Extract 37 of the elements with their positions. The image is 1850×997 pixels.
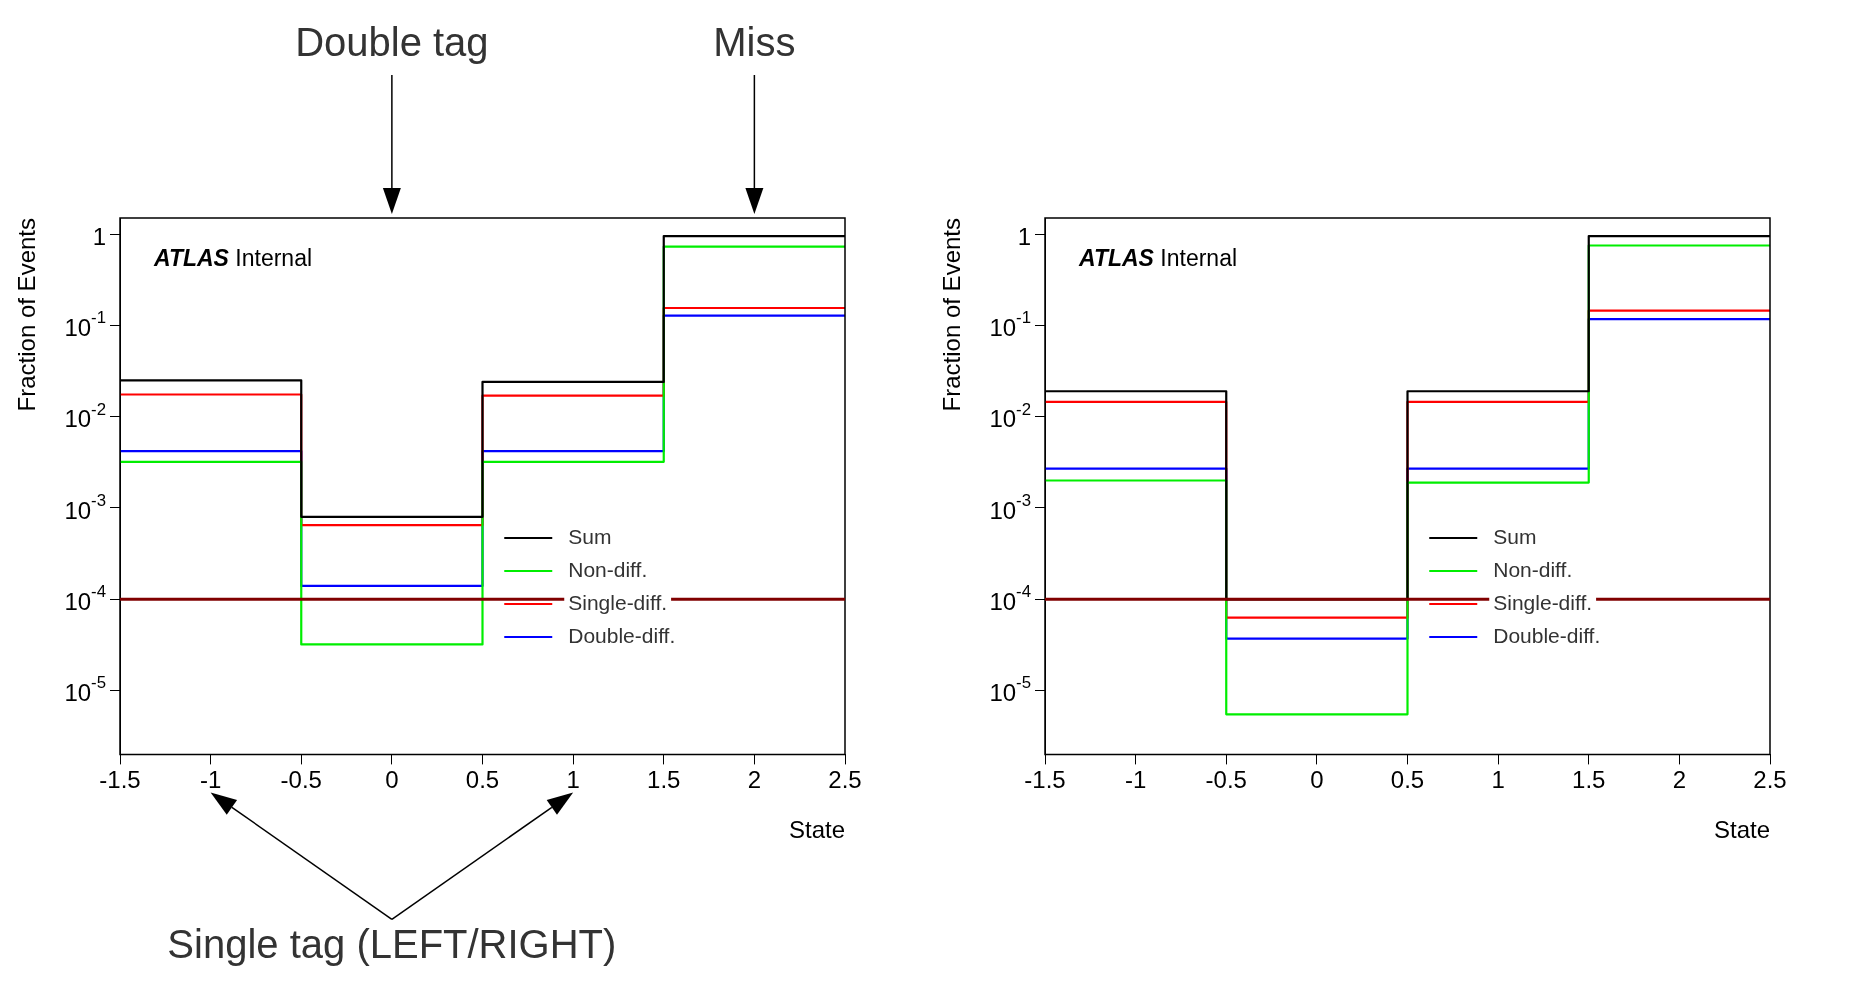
x-tick-label: 2: [1672, 766, 1687, 794]
legend-label: Non-diff.: [1493, 557, 1573, 581]
annotation: ATLAS Internal: [153, 245, 313, 271]
x-tick-label: 1: [1491, 766, 1505, 794]
text: Single tag (LEFT/RIGHT): [167, 922, 617, 968]
text: Double tag: [295, 20, 489, 65]
x-tick-label: 1: [566, 766, 580, 794]
legend-label: Sum: [568, 524, 612, 548]
x-tick-label: -1.5: [99, 766, 141, 794]
y-tick-label: 1: [1017, 222, 1032, 250]
legend-label: Double-diff.: [1493, 623, 1601, 647]
y-axis-title: Fraction of Events: [938, 218, 966, 412]
x-tick-label: 1.5: [647, 766, 681, 794]
x-tick-label: -1.5: [1024, 766, 1066, 794]
y-tick-label: 1: [92, 222, 107, 250]
legend-label: Sum: [1493, 524, 1537, 548]
x-tick-label: 2: [747, 766, 762, 794]
x-tick-label: -1: [1124, 766, 1147, 794]
x-tick-label: 1.5: [1572, 766, 1606, 794]
x-tick-label: -1: [199, 766, 222, 794]
annotation: ATLAS Internal: [1078, 245, 1238, 271]
y-axis-title: Fraction of Events: [13, 218, 41, 412]
legend-label: Single-diff.: [1493, 590, 1593, 614]
x-axis-title: State: [788, 816, 845, 844]
x-axis-title: State: [1713, 816, 1770, 844]
text: Miss: [713, 20, 796, 65]
legend-label: Single-diff.: [568, 590, 668, 614]
x-tick-label: -0.5: [1205, 766, 1247, 794]
x-tick-label: 0.5: [465, 766, 500, 794]
x-tick-label: 2.5: [828, 766, 862, 794]
x-tick-label: 0: [385, 766, 399, 794]
legend-label: Non-diff.: [568, 557, 648, 581]
legend-label: Double-diff.: [568, 623, 676, 647]
x-tick-label: 0.5: [1390, 766, 1425, 794]
x-tick-label: -0.5: [280, 766, 322, 794]
x-tick-label: 2.5: [1753, 766, 1787, 794]
x-tick-label: 0: [1310, 766, 1324, 794]
